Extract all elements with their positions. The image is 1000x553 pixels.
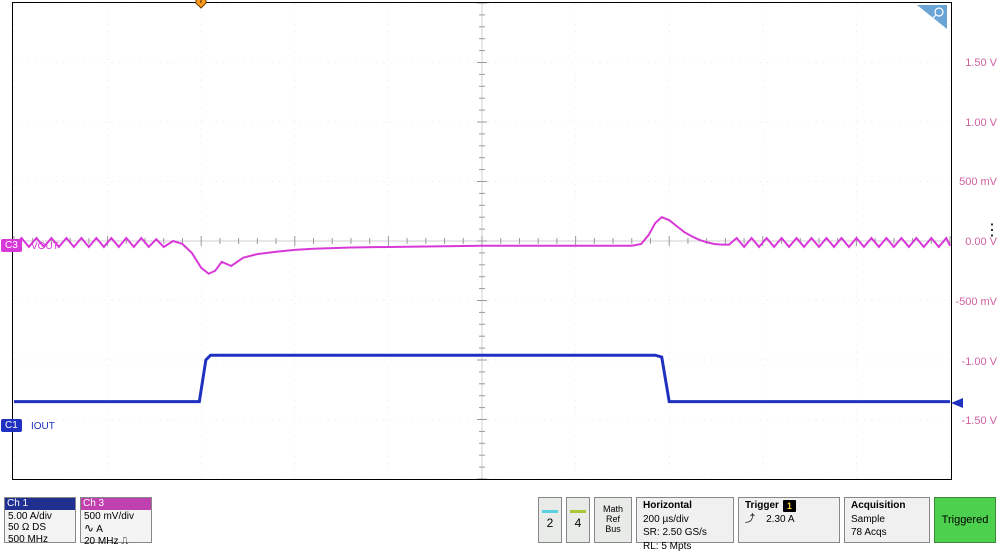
channel-3-label: VOUT (31, 241, 59, 252)
y-axis-label: -1.50 V (962, 415, 997, 427)
channel-3-info-box[interactable]: Ch 3 500 mV/div ∿ A 20 MHz ⎍ (80, 497, 152, 543)
waveform-canvas (13, 3, 951, 479)
triggered-status: Triggered (934, 497, 996, 543)
y-axis-label: 1.00 V (965, 117, 997, 129)
horizontal-samplerate: SR: 2.50 GS/s (643, 526, 727, 540)
acquisition-mode: Sample (851, 513, 923, 527)
bw-limit-icon: ⎍ (121, 536, 128, 547)
channel-1-info-box[interactable]: Ch 1 5.00 A/div 50 Ω DS 500 MHz (4, 497, 76, 543)
bus-label: Bus (605, 525, 621, 535)
trigger-info-box[interactable]: Trigger 1 ⤴ 2.30 A (738, 497, 840, 543)
channel-3-header: Ch 3 (81, 498, 151, 510)
horizontal-title: Horizontal (643, 499, 727, 513)
rising-edge-icon: ⤴ (745, 514, 755, 525)
y-axis-label: 500 mV (959, 176, 997, 188)
y-axis-label: -500 mV (955, 296, 997, 308)
channel-1-badge[interactable]: C1 (1, 419, 22, 432)
horizontal-recordlength: RL: 5 Mpts (643, 540, 727, 553)
ground-ref-arrow (949, 397, 963, 409)
channel-4-button[interactable]: 4 (566, 497, 590, 543)
side-handle-icon[interactable]: ⋮ (984, 228, 1000, 233)
trigger-title: Trigger 1 (745, 499, 833, 513)
channel-2-color-icon (542, 510, 558, 513)
ch3-coupling: ∿ A (84, 522, 148, 536)
math-ref-bus-button[interactable]: Math Ref Bus (594, 497, 632, 543)
channel-1-header: Ch 1 (5, 498, 75, 510)
acquisition-info-box[interactable]: Acquisition Sample 78 Acqs (844, 497, 930, 543)
y-axis-label: 1.50 V (965, 57, 997, 69)
ch1-bandwidth: 500 MHz (8, 534, 72, 546)
ch1-coupling: 50 Ω DS (8, 522, 72, 534)
svg-text:T: T (199, 0, 204, 5)
ch3-bandwidth: 20 MHz ⎍ (84, 536, 148, 548)
horizontal-info-box[interactable]: Horizontal 200 µs/div SR: 2.50 GS/s RL: … (636, 497, 734, 543)
channel-3-badge[interactable]: C3 (1, 239, 22, 252)
horizontal-timebase: 200 µs/div (643, 513, 727, 527)
channel-4-color-icon (570, 510, 586, 513)
zoom-icon[interactable] (917, 5, 947, 29)
ch1-scale: 5.00 A/div (8, 511, 72, 523)
y-axis-label: -1.00 V (962, 356, 997, 368)
channel-2-button[interactable]: 2 (538, 497, 562, 543)
ac-coupling-icon: ∿ (84, 521, 94, 535)
channel-4-label: 4 (575, 516, 582, 530)
acquisition-title: Acquisition (851, 499, 923, 513)
channel-1-label: IOUT (31, 421, 55, 432)
oscilloscope-plot: T 1.50 V1.00 V500 mV0.00 V-500 mV-1.00 V… (12, 2, 952, 480)
trigger-position-marker[interactable]: T (194, 0, 208, 9)
trigger-level: ⤴ 2.30 A (745, 513, 833, 527)
trigger-source-badge: 1 (783, 500, 796, 512)
channel-2-label: 2 (547, 516, 554, 530)
status-bar: Ch 1 5.00 A/div 50 Ω DS 500 MHz Ch 3 500… (4, 497, 996, 543)
acquisition-count: 78 Acqs (851, 526, 923, 540)
